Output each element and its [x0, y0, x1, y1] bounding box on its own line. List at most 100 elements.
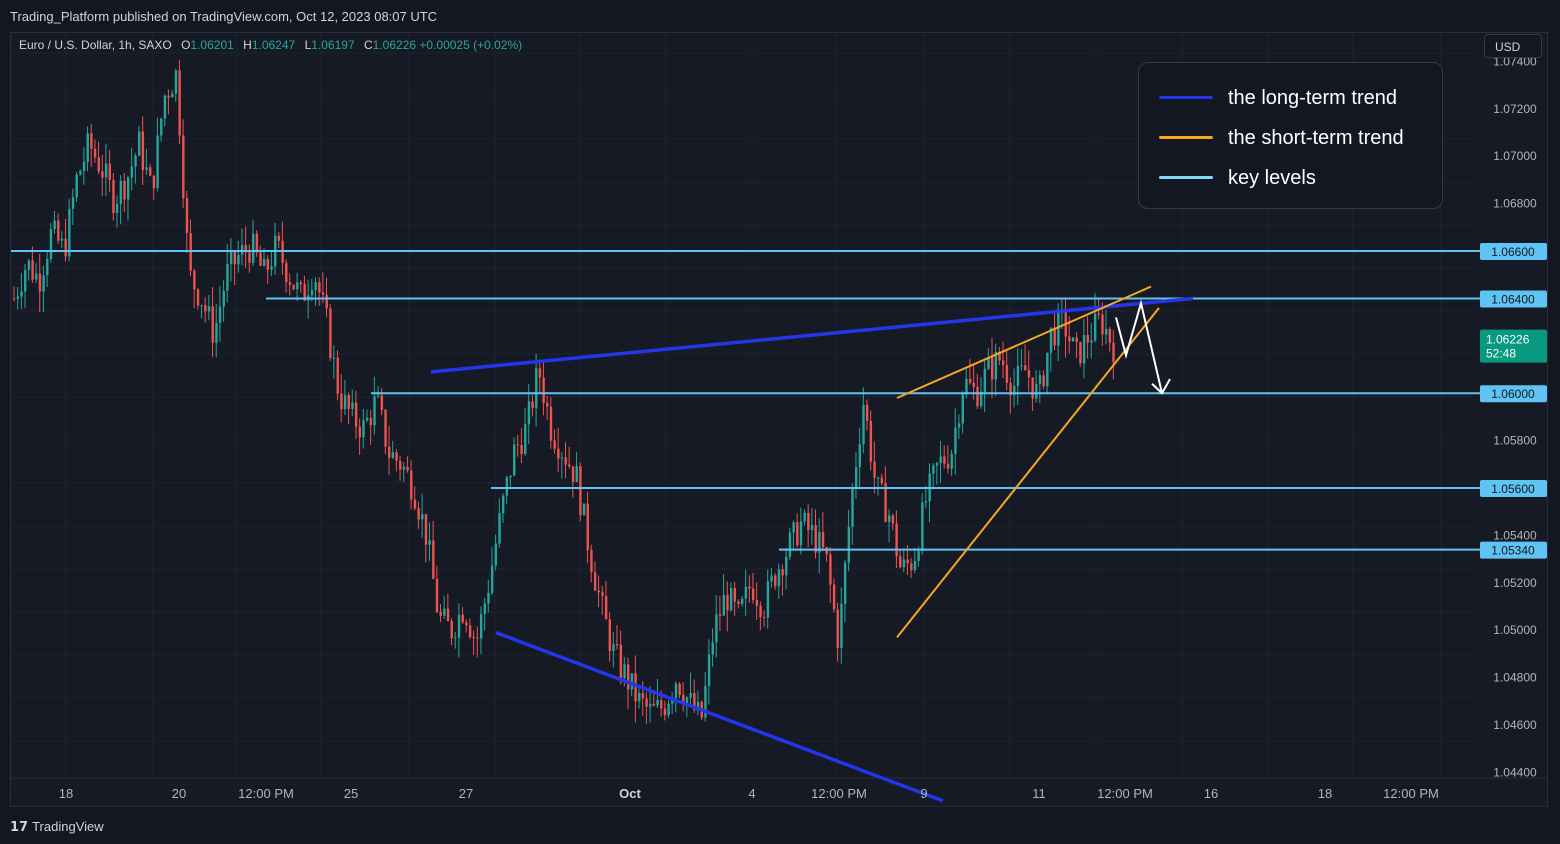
candle-body — [292, 284, 295, 290]
candle-body — [1101, 314, 1104, 335]
candle-body — [233, 251, 236, 265]
candle-body — [479, 613, 483, 639]
candle-body — [395, 452, 398, 461]
candle-body — [454, 637, 457, 639]
candle-body — [53, 220, 56, 230]
candle-body — [318, 282, 321, 293]
symbol-name: Euro / U.S. Dollar, 1h, SAXO — [19, 38, 172, 52]
candle-body — [627, 664, 630, 690]
candle-body — [428, 540, 431, 545]
candle-body — [410, 470, 413, 500]
candle-body — [42, 275, 45, 292]
price-chart[interactable]: 1.066001.064001.060001.056001.053401.074… — [11, 33, 1548, 807]
currency-button[interactable]: USD — [1484, 34, 1542, 58]
candle-body — [388, 446, 391, 458]
candle-body — [376, 395, 380, 397]
candle-body — [895, 523, 898, 557]
footer: 17 TradingView — [0, 807, 1560, 844]
candle-body — [108, 163, 111, 180]
candle-body — [288, 282, 292, 285]
candle-body — [1053, 327, 1056, 346]
candle-body — [880, 477, 884, 484]
candle-body — [421, 514, 424, 520]
low-value: 1.06197 — [311, 38, 355, 52]
candle-body — [314, 282, 317, 291]
candle-body — [60, 238, 64, 241]
projection-arrow — [1115, 299, 1163, 394]
countdown-label: 52:48 — [1486, 347, 1516, 361]
y-tick-label: 1.06800 — [1493, 197, 1537, 211]
candle-body — [799, 521, 803, 546]
candle-body — [97, 157, 100, 172]
key-levels-swatch — [1159, 176, 1213, 179]
candle-body — [270, 266, 273, 270]
candle-body — [171, 93, 174, 98]
candle-body — [604, 595, 608, 620]
candle-body — [49, 229, 53, 260]
candle-body — [803, 512, 806, 522]
candle-body — [568, 464, 571, 467]
candle-body — [707, 654, 711, 686]
candle-body — [432, 540, 435, 579]
last-price-tag — [1480, 329, 1547, 363]
candle-body — [674, 683, 678, 698]
candle-body — [505, 477, 509, 496]
candle-body — [299, 282, 303, 285]
candle-body — [417, 508, 420, 520]
candle-body — [836, 609, 839, 648]
high-value: 1.06247 — [251, 38, 296, 52]
candle-body — [685, 697, 689, 705]
candle-body — [932, 465, 935, 474]
candle-body — [71, 197, 75, 209]
key-level-label: 1.06400 — [1491, 292, 1535, 306]
candle-body — [285, 262, 288, 283]
candle-body — [560, 457, 564, 459]
candle-body — [1071, 337, 1075, 342]
candle-body — [586, 503, 589, 551]
candle-body — [498, 513, 501, 544]
candle-body — [218, 306, 222, 323]
tradingview-logo[interactable]: 17 TradingView — [10, 819, 104, 835]
candle-body — [27, 260, 31, 271]
candle-body — [321, 292, 325, 295]
candle-body — [818, 531, 821, 553]
candle-body — [277, 235, 281, 241]
candle-body — [16, 296, 20, 299]
candle-body — [888, 515, 891, 522]
candle-body — [715, 614, 718, 643]
candle-body — [843, 562, 847, 604]
candle-body — [851, 487, 854, 527]
candle-body — [31, 260, 34, 280]
candle-body — [722, 594, 725, 616]
candle-body — [854, 467, 858, 488]
candle-body — [535, 368, 538, 409]
change-value: +0.00025 (+0.02%) — [419, 38, 523, 52]
tradingview-brand: TradingView — [32, 819, 104, 834]
candle-body — [924, 501, 928, 503]
candle-body — [358, 426, 362, 438]
candle-body — [902, 559, 906, 568]
candle-body — [46, 259, 49, 276]
candle-body — [35, 273, 38, 280]
candle-body — [884, 483, 887, 522]
candle-body — [354, 402, 358, 427]
candle-body — [222, 290, 225, 307]
candle-body — [380, 395, 384, 410]
x-tick-label: 27 — [459, 786, 473, 801]
candle-body — [726, 594, 729, 611]
x-tick-label: 12:00 PM — [1097, 786, 1153, 801]
candle-body — [461, 614, 464, 623]
candle-body — [303, 284, 306, 301]
candle-body — [946, 463, 950, 469]
candle-body — [1112, 342, 1115, 363]
candle-body — [435, 578, 439, 612]
y-tick-label: 1.04600 — [1493, 718, 1537, 732]
candle-body — [1086, 334, 1089, 343]
candle-body — [340, 393, 343, 410]
candle-body — [777, 569, 781, 587]
candle-body — [696, 701, 700, 710]
candle-body — [362, 420, 365, 438]
candle-body — [156, 135, 159, 189]
candle-body — [976, 386, 979, 407]
candle-body — [965, 378, 968, 395]
